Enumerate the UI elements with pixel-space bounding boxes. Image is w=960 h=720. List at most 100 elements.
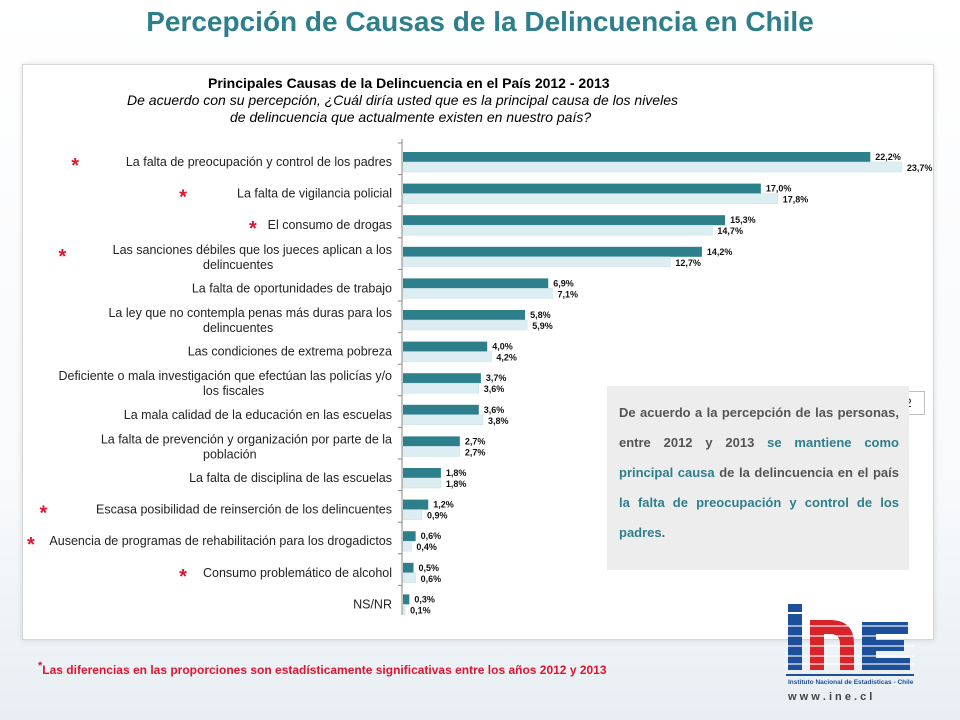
bar-2013 bbox=[403, 310, 526, 320]
bar-2012 bbox=[402, 509, 423, 520]
value-label-2012: 17,8% bbox=[783, 195, 809, 205]
significance-star: * bbox=[59, 246, 67, 268]
note-text-1: De acuerdo a la percepción de las person… bbox=[619, 405, 899, 450]
note-text-2: de la delincuencia en el país bbox=[714, 465, 899, 480]
category-label: Deficiente o mala investigación que efec… bbox=[58, 369, 392, 383]
bar-2013 bbox=[403, 246, 702, 257]
category-label: La falta de vigilancia policial bbox=[237, 187, 392, 201]
category-label: Las sanciones débiles que los jueces apl… bbox=[113, 243, 392, 257]
value-label-2012: 0,9% bbox=[427, 511, 448, 521]
category-label: Las condiciones de extrema pobreza bbox=[188, 345, 392, 359]
logo-dot-i bbox=[788, 604, 802, 612]
bar-2013 bbox=[403, 152, 871, 162]
value-label-2013: 2,7% bbox=[465, 436, 486, 446]
category-label: La falta de disciplina de las escuelas bbox=[189, 471, 392, 485]
bar-2012 bbox=[402, 382, 480, 394]
value-label-2013: 4,0% bbox=[492, 342, 513, 352]
category-label: La falta de prevención y organización po… bbox=[101, 432, 392, 446]
significance-star: * bbox=[249, 218, 257, 240]
logo-url: w w w . i n e . c l bbox=[787, 691, 872, 703]
logo-stripes bbox=[786, 625, 914, 665]
significance-star: * bbox=[71, 155, 79, 177]
category-label: La falta de oportunidades de trabajo bbox=[192, 281, 392, 295]
significance-star: * bbox=[39, 503, 47, 525]
page-title: Percepción de Causas de la Delincuencia … bbox=[146, 6, 814, 37]
bar-2012 bbox=[402, 414, 484, 426]
bar-2013 bbox=[403, 215, 726, 226]
logo-org-name: Instituto Nacional de Estadísticas - Chi… bbox=[788, 679, 914, 686]
category-label: El consumo de drogas bbox=[268, 218, 392, 232]
bar-2012 bbox=[402, 351, 492, 362]
category-label: Escasa posibilidad de reinserción de los… bbox=[96, 503, 392, 517]
bar-2013 bbox=[403, 562, 414, 573]
value-label-2012: 5,9% bbox=[532, 321, 553, 331]
value-label-2013: 1,8% bbox=[446, 468, 467, 478]
bar-chart: Principales Causas de la Delincuencia en… bbox=[27, 75, 933, 615]
bar-2012 bbox=[402, 540, 412, 552]
chart-panel: Principales Causas de la Delincuencia en… bbox=[22, 64, 934, 640]
bar-2013 bbox=[403, 594, 410, 605]
logo-underline bbox=[786, 674, 914, 676]
value-label-2013: 6,9% bbox=[553, 278, 574, 288]
footnote: *Las diferencias en las proporciones son… bbox=[38, 660, 607, 677]
value-label-2012: 3,6% bbox=[484, 384, 505, 394]
bar-2013 bbox=[403, 436, 460, 447]
value-label-2013: 22,2% bbox=[875, 152, 901, 162]
category-label: La mala calidad de la educación en las e… bbox=[124, 408, 392, 422]
chart-subtitle-line-1: De acuerdo con su percepción, ¿Cuál dirí… bbox=[127, 92, 678, 108]
bar-2012 bbox=[402, 161, 903, 173]
note-highlight-1: se mantiene como principal causa bbox=[619, 435, 899, 480]
value-label-2012: 4,2% bbox=[496, 353, 517, 363]
category-label-line-2: población bbox=[203, 447, 257, 461]
footnote-text: Las diferencias en las proporciones son … bbox=[42, 663, 607, 677]
value-label-2013: 15,3% bbox=[730, 215, 756, 225]
value-label-2012: 1,8% bbox=[446, 479, 467, 489]
bar-2013 bbox=[403, 373, 481, 384]
bar-2012 bbox=[402, 446, 461, 457]
category-label-line-2: los fiscales bbox=[203, 384, 264, 398]
value-label-2013: 17,0% bbox=[766, 184, 792, 194]
category-label: Ausencia de programas de rehabilitación … bbox=[49, 534, 392, 548]
category-label: NS/NR bbox=[353, 597, 392, 611]
logo-bar-i bbox=[788, 614, 802, 670]
bar-2012 bbox=[402, 572, 416, 584]
bar-2012 bbox=[402, 224, 713, 236]
value-label-2013: 1,2% bbox=[433, 500, 454, 510]
bar-2013 bbox=[403, 341, 488, 352]
bar-2013 bbox=[403, 404, 479, 415]
bar-2012 bbox=[402, 288, 553, 299]
value-label-2013: 3,7% bbox=[486, 373, 507, 383]
value-label-2012: 23,7% bbox=[907, 163, 933, 173]
significance-star: * bbox=[179, 566, 187, 588]
value-label-2013: 0,6% bbox=[421, 531, 442, 541]
value-label-2013: 3,6% bbox=[484, 405, 505, 415]
bar-2012 bbox=[402, 256, 671, 268]
category-label: La ley que no contempla penas más duras … bbox=[108, 306, 392, 320]
summary-note: De acuerdo a la percepción de las person… bbox=[607, 386, 909, 570]
note-text-3: . bbox=[661, 525, 666, 540]
bar-2012 bbox=[402, 193, 778, 204]
category-label: Consumo problemático de alcohol bbox=[203, 566, 392, 580]
bar-2013 bbox=[403, 531, 416, 542]
value-label-2012: 0,1% bbox=[410, 605, 431, 615]
bar-2012 bbox=[402, 477, 442, 489]
footnote-star: * bbox=[38, 660, 43, 672]
value-label-2012: 0,4% bbox=[416, 542, 437, 552]
value-label-2012: 12,7% bbox=[675, 258, 701, 268]
ine-logo: Instituto Nacional de Estadísticas - Chi… bbox=[786, 604, 914, 703]
bar-2012 bbox=[402, 319, 528, 331]
value-label-2013: 0,3% bbox=[414, 594, 435, 604]
chart-subtitle-line-2: de delincuencia que actualmente existen … bbox=[230, 109, 591, 125]
value-label-2012: 3,8% bbox=[488, 416, 509, 426]
bar-2013 bbox=[403, 499, 429, 510]
category-label-line-2: delincuentes bbox=[203, 321, 273, 335]
bar-2013 bbox=[403, 278, 549, 289]
logo-letter-n bbox=[810, 620, 854, 670]
value-label-2012: 2,7% bbox=[465, 447, 486, 457]
value-label-2012: 14,7% bbox=[717, 226, 743, 236]
note-highlight-2: la falta de preocupación y control de lo… bbox=[619, 495, 899, 540]
value-label-2013: 0,5% bbox=[419, 563, 440, 573]
category-label-line-2: delincuentes bbox=[203, 258, 273, 272]
value-label-2013: 14,2% bbox=[707, 247, 733, 257]
value-label-2012: 0,6% bbox=[421, 574, 442, 584]
